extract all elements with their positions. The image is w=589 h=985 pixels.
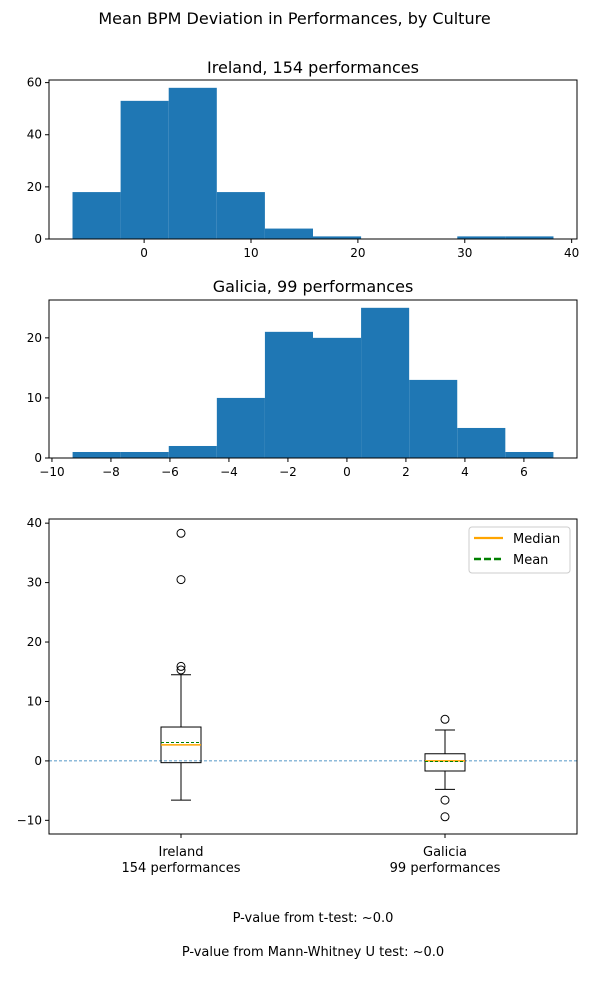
y-tick-label: 0: [34, 451, 42, 465]
x-tick-label: 2: [402, 465, 410, 479]
group-sublabel: 154 performances: [122, 861, 241, 876]
y-tick-label: 10: [27, 391, 42, 405]
outlier-point: [176, 661, 186, 671]
histogram-bar: [505, 451, 554, 458]
histogram-ireland: Ireland, 154 performances 0 10 20 30 40 0 20 40…: [27, 58, 580, 260]
histogram-bar: [505, 236, 554, 239]
group-sublabel: 99 performances: [390, 861, 501, 876]
y-tick-label: −10: [17, 813, 42, 827]
outlier-point: [440, 812, 450, 822]
axes-frame: [48, 79, 578, 240]
iqr-box: [424, 753, 466, 772]
x-tick-label: 0: [343, 465, 351, 479]
x-tick-label: 40: [564, 246, 579, 260]
histogram-galicia-title: Galicia, 99 performances: [213, 277, 414, 296]
outlier-point: [440, 795, 450, 805]
y-tick-label: 0: [34, 754, 42, 768]
histogram-bar: [264, 331, 313, 458]
outlier-point: [176, 528, 186, 538]
histogram-bar: [457, 427, 506, 458]
histogram-bar: [216, 397, 265, 458]
histogram-bar: [72, 192, 121, 239]
boxplot-legend: Median Mean: [468, 526, 571, 574]
histogram-bar: [216, 192, 265, 239]
histogram-bar: [168, 445, 217, 458]
axes-frame: [48, 518, 578, 835]
x-tick-label: −8: [102, 465, 120, 479]
y-tick-label: 30: [27, 576, 42, 590]
y-tick-label: 20: [27, 331, 42, 345]
x-tick-label: 4: [461, 465, 469, 479]
x-tick-label: 20: [350, 246, 365, 260]
outlier-point: [176, 575, 186, 585]
histogram-bar: [409, 379, 458, 458]
histogram-bar: [120, 451, 169, 458]
figure-suptitle: Mean BPM Deviation in Performances, by C…: [98, 9, 490, 28]
x-tick-label: −2: [279, 465, 297, 479]
histogram-bar: [457, 236, 506, 239]
histogram-bar: [313, 236, 362, 239]
histogram-bar: [313, 337, 362, 458]
x-tick-label: −10: [39, 465, 64, 479]
x-tick-label: 0: [140, 246, 148, 260]
histogram-bar: [264, 228, 313, 239]
y-tick-label: 40: [27, 516, 42, 530]
histogram-bar: [361, 307, 410, 458]
x-tick-label: −6: [161, 465, 179, 479]
axes-frame: [48, 299, 578, 459]
histogram-ireland-title: Ireland, 154 performances: [207, 58, 419, 77]
x-tick-label: 30: [457, 246, 472, 260]
y-tick-label: 10: [27, 694, 42, 708]
x-tick-label: 6: [520, 465, 528, 479]
legend-median-label: Median: [513, 532, 560, 547]
pvalue-mannwhitney: P-value from Mann-Whitney U test: ~0.0: [182, 945, 444, 960]
histogram-galicia: Galicia, 99 performances −10 −8 −6 −4 −2 0 2 4 6…: [27, 277, 578, 479]
group-label: Ireland: [159, 845, 204, 860]
group-label: Galicia: [423, 845, 467, 860]
x-tick-label: −4: [220, 465, 238, 479]
legend-mean-label: Mean: [513, 553, 548, 568]
histogram-bar: [168, 87, 217, 239]
x-tick-label: 10: [243, 246, 258, 260]
y-tick-label: 40: [27, 128, 42, 142]
outlier-point: [176, 665, 186, 675]
y-tick-label: 20: [27, 635, 42, 649]
histogram-bar: [120, 100, 169, 239]
outlier-point: [440, 714, 450, 724]
y-tick-label: 0: [34, 232, 42, 246]
histogram-bar: [72, 451, 121, 458]
pvalue-ttest: P-value from t-test: ~0.0: [233, 911, 394, 926]
y-tick-label: 60: [27, 76, 42, 90]
y-tick-label: 20: [27, 180, 42, 194]
